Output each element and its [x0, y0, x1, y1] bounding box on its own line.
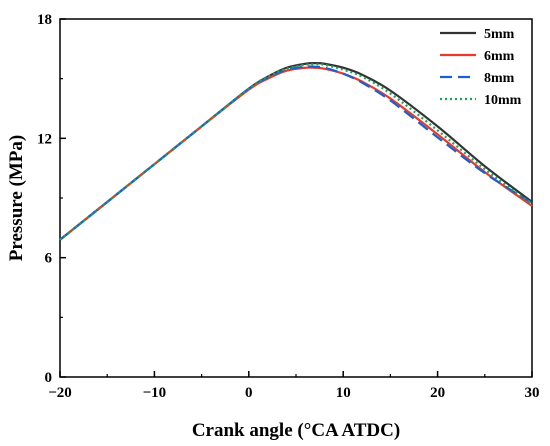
y-axis-label: Pressure (MPa)	[6, 135, 27, 261]
series-line-6mm	[59, 66, 533, 241]
legend-label-10mm: 10mm	[484, 93, 522, 108]
x-tick-label: 20	[430, 385, 445, 401]
x-tick-label: −20	[48, 385, 72, 401]
series-line-10mm	[59, 63, 533, 241]
x-axis-ticks: −20 −10 0 10 20 30	[48, 371, 540, 401]
legend: 5mm 6mm 8mm 10mm	[440, 27, 522, 108]
legend-label-6mm: 6mm	[484, 49, 515, 64]
x-tick-label: −10	[143, 385, 167, 401]
legend-label-5mm: 5mm	[484, 27, 515, 42]
plot-frame	[59, 18, 533, 378]
x-tick-label: 0	[245, 385, 253, 401]
y-axis-ticks: 0 6 12 18	[37, 12, 66, 386]
x-tick-label: 30	[525, 385, 540, 401]
x-axis-label: Crank angle (°CA ATDC)	[192, 420, 400, 441]
y-tick-label: 18	[37, 12, 52, 28]
y-tick-label: 0	[45, 370, 53, 386]
x-tick-label: 10	[336, 385, 351, 401]
legend-label-8mm: 8mm	[484, 71, 515, 86]
y-tick-label: 12	[37, 131, 52, 147]
series-lines	[59, 62, 533, 241]
y-tick-label: 6	[45, 251, 53, 267]
series-line-5mm	[59, 62, 533, 241]
